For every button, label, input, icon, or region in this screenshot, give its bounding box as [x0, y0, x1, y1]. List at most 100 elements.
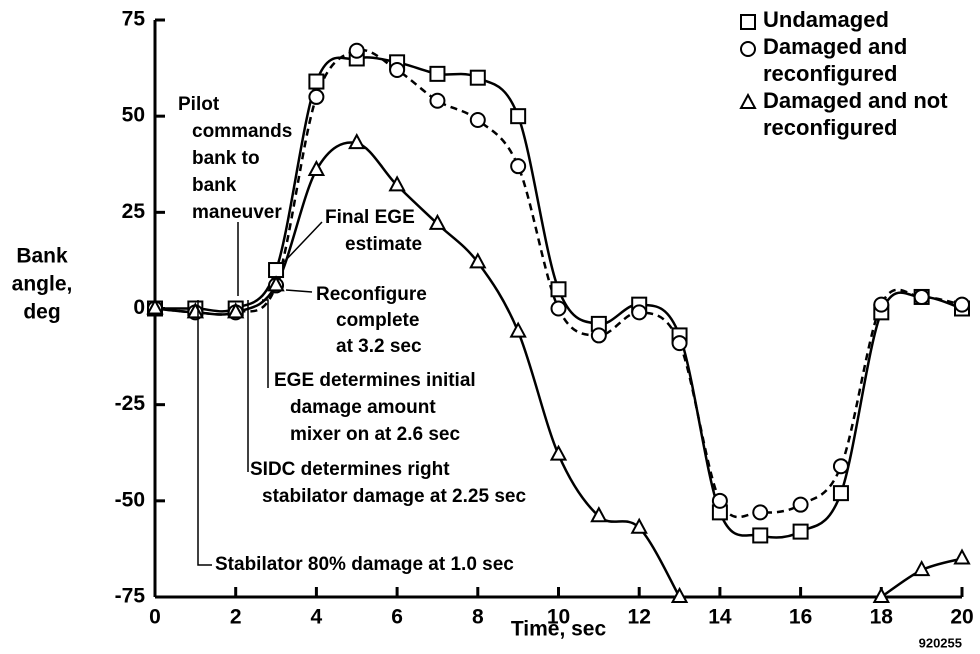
marker-triangle: [872, 586, 890, 603]
marker-triangle: [590, 506, 608, 523]
marker-circle: [752, 504, 769, 521]
y-tick-label: 25: [122, 200, 146, 223]
annotation: at 3.2 sec: [336, 336, 422, 357]
y-tick-label: 75: [122, 8, 146, 31]
marker-square: [510, 108, 527, 125]
marker-circle: [348, 42, 365, 59]
annotation: mixer on at 2.6 sec: [290, 424, 460, 445]
marker-circle: [913, 288, 930, 305]
marker-triangle: [307, 159, 326, 177]
y-tick-label: -75: [115, 585, 146, 608]
annotation: Final EGE: [325, 207, 415, 228]
marker-circle: [469, 112, 486, 129]
marker-square: [308, 73, 325, 90]
x-tick-label: 10: [547, 606, 570, 629]
y-axis-label: angle,: [12, 273, 73, 296]
legend-item: Undamaged: [738, 6, 978, 33]
marker-circle: [429, 92, 446, 109]
y-tick-label: -25: [115, 392, 146, 415]
marker-triangle: [469, 252, 487, 269]
marker-square: [268, 262, 285, 279]
marker-triangle: [348, 132, 366, 150]
marker-circle: [740, 41, 756, 57]
x-tick-label: 16: [789, 606, 812, 629]
y-tick-label: -50: [115, 488, 145, 511]
legend-icon: [740, 41, 756, 57]
marker-triangle: [388, 175, 406, 192]
marker-square: [469, 69, 486, 86]
marker-circle: [792, 496, 809, 513]
leader-line: [262, 299, 269, 388]
marker-triangle: [186, 302, 205, 319]
marker-triangle: [146, 298, 164, 315]
marker-triangle: [630, 517, 648, 534]
y-axis-label: Bank: [16, 245, 68, 268]
leader-line: [283, 221, 323, 263]
marker-circle: [832, 458, 849, 475]
marker-circle: [389, 62, 406, 79]
x-tick-label: 6: [391, 606, 403, 629]
legend-item: Damaged and reconfigured: [738, 33, 978, 87]
y-tick-label: 0: [133, 296, 145, 319]
legend-icon: [739, 93, 757, 109]
marker-triangle: [912, 559, 931, 577]
leader-line: [197, 300, 212, 566]
marker-circle: [671, 335, 688, 352]
annotation: complete: [336, 310, 419, 331]
marker-square: [752, 527, 769, 544]
marker-circle: [510, 158, 527, 175]
annotation: Pilot: [178, 94, 220, 115]
leader-line: [285, 289, 313, 293]
legend: Undamaged Damaged and reconfigured Damaged…: [738, 6, 978, 141]
annotation: estimate: [345, 234, 422, 255]
legend-item: Damaged and not reconfigured: [738, 87, 978, 141]
y-axis-label: deg: [23, 301, 60, 324]
marker-triangle: [953, 548, 971, 565]
marker-triangle: [227, 302, 245, 319]
marker-circle: [590, 327, 607, 344]
annotation: SIDC determines right: [250, 459, 450, 480]
marker-circle: [711, 492, 728, 509]
marker-square: [550, 281, 567, 298]
x-axis-label: Time, sec: [511, 618, 607, 641]
y-tick-label: 50: [122, 104, 145, 127]
marker-triangle: [670, 586, 689, 603]
legend-icon: [740, 14, 756, 30]
x-tick-label: 14: [708, 606, 732, 629]
annotation: Stabilator 80% damage at 1.0 sec: [215, 554, 514, 575]
legend-label: Damaged and reconfigured: [763, 34, 908, 86]
x-tick-label: 8: [472, 606, 484, 629]
annotation: commands: [192, 121, 292, 142]
x-tick-label: 4: [311, 606, 323, 629]
marker-triangle: [549, 444, 568, 461]
legend-label: Damaged and not reconfigured: [763, 88, 948, 140]
marker-circle: [308, 88, 325, 105]
x-tick-label: 2: [230, 606, 242, 629]
annotation: stabilator damage at 2.25 sec: [262, 486, 526, 507]
marker-circle: [954, 296, 970, 313]
marker-square: [792, 523, 809, 540]
marker-square: [429, 65, 446, 82]
marker-square: [740, 14, 756, 30]
legend-label: Undamaged: [763, 7, 889, 32]
x-tick-label: 0: [149, 606, 161, 629]
marker-circle: [873, 296, 890, 313]
x-tick-label: 20: [950, 606, 973, 629]
x-tick-label: 12: [628, 606, 651, 629]
annotation: Reconfigure: [316, 284, 427, 305]
marker-triangle: [428, 213, 447, 230]
marker-triangle: [267, 275, 285, 292]
x-tick-label: 18: [870, 606, 894, 629]
annotation: bank to: [192, 148, 260, 169]
annotation: maneuver: [192, 202, 282, 223]
annotation: EGE determines initial: [274, 370, 476, 391]
marker-circle: [550, 300, 567, 317]
figure-number: 920255: [919, 635, 962, 650]
annotation: bank: [192, 175, 237, 196]
marker-triangle: [739, 93, 757, 109]
marker-triangle: [509, 321, 527, 338]
marker-circle: [631, 304, 648, 321]
marker-square: [832, 485, 849, 502]
